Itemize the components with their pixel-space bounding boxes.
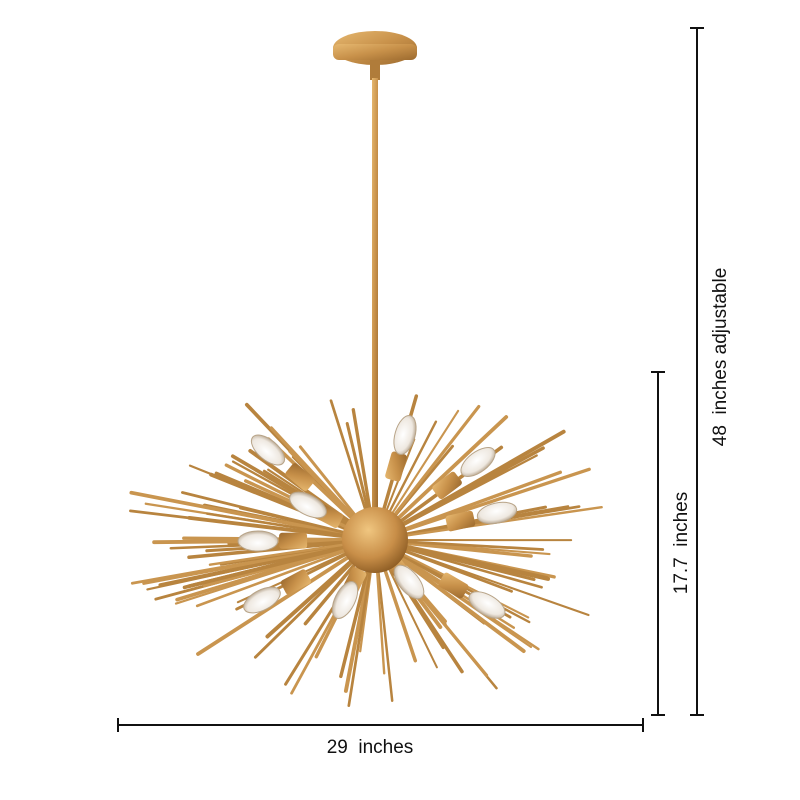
socket [280,569,311,595]
socket [285,463,315,491]
socket [445,510,476,532]
bulb [393,415,417,455]
socket [432,471,462,500]
socket [385,451,407,482]
bulb [250,434,286,466]
bulb [331,581,359,619]
spike [196,538,377,656]
rod [372,78,378,518]
spike [174,538,377,605]
bulb [289,491,327,519]
socket [438,572,469,599]
canopy-base [333,44,417,60]
bulb [460,447,496,477]
bulbs [237,415,518,619]
bulb [476,501,518,525]
spike [180,491,377,542]
spike [129,509,377,542]
bulb [468,591,506,619]
center-sphere [342,507,408,573]
bulb [237,530,279,552]
height-label: 17.7 inches [671,492,692,594]
canopy-stem [370,60,380,80]
overall-height-label: 48 inches adjustable [710,268,731,447]
chandelier [129,31,603,708]
width-label: 29 inches [327,737,414,758]
bulb [243,586,281,614]
bulb [393,564,425,600]
dimension-lines [117,27,704,732]
socket [279,532,308,549]
spike [129,490,377,542]
